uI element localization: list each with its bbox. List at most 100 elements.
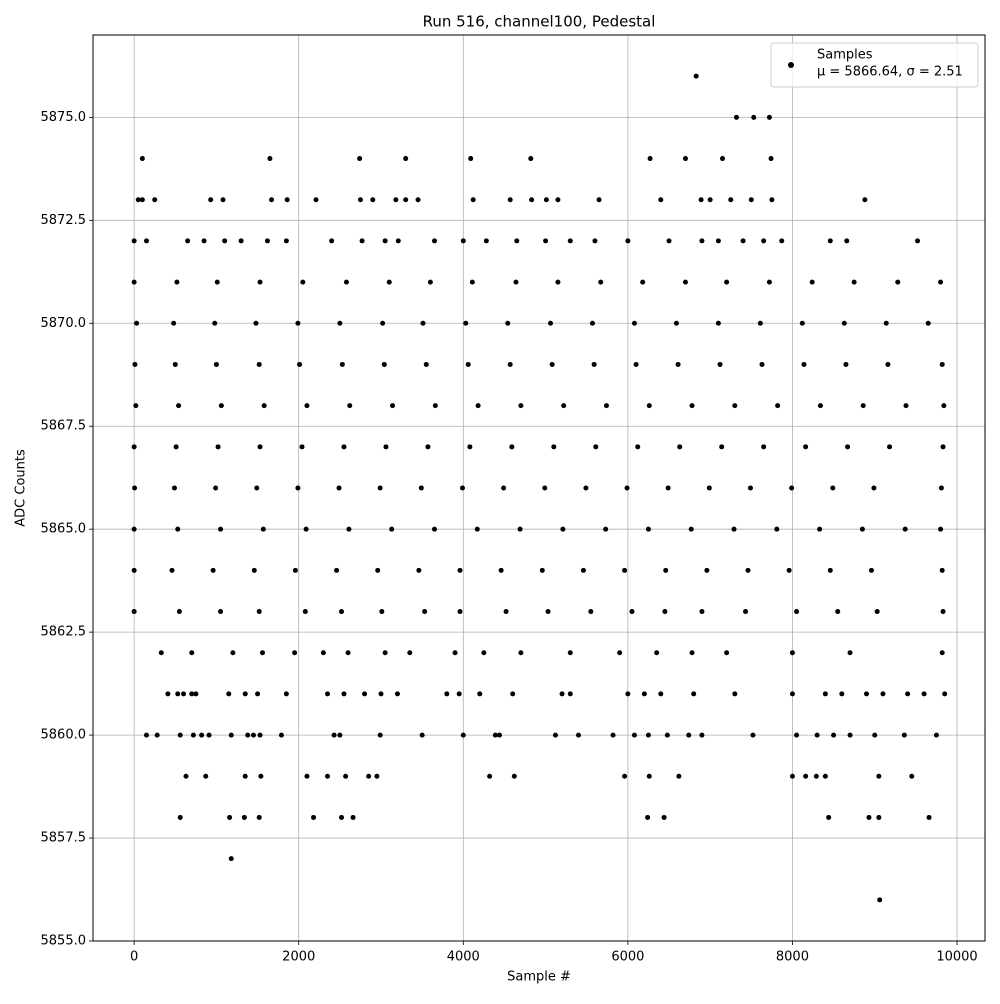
point bbox=[133, 403, 139, 409]
point bbox=[774, 526, 780, 532]
point bbox=[803, 773, 809, 779]
point bbox=[468, 156, 474, 162]
point bbox=[260, 526, 266, 532]
x-axis-label: Sample # bbox=[507, 970, 571, 985]
point bbox=[284, 197, 290, 203]
point bbox=[212, 320, 218, 326]
point bbox=[794, 609, 800, 615]
y-tick-label: 5862.5 bbox=[41, 625, 87, 640]
point bbox=[210, 567, 216, 573]
y-tick-label: 5865.0 bbox=[41, 522, 87, 537]
point bbox=[809, 279, 815, 285]
point bbox=[543, 238, 549, 244]
point bbox=[158, 650, 164, 656]
point bbox=[588, 609, 594, 615]
point bbox=[699, 732, 705, 738]
point bbox=[688, 526, 694, 532]
point bbox=[822, 691, 828, 697]
point bbox=[589, 320, 595, 326]
point bbox=[549, 361, 555, 367]
point bbox=[255, 691, 261, 697]
point bbox=[883, 320, 889, 326]
point bbox=[728, 197, 734, 203]
y-tick-label: 5870.0 bbox=[41, 316, 87, 331]
point bbox=[278, 732, 284, 738]
point bbox=[477, 691, 483, 697]
point bbox=[860, 403, 866, 409]
point bbox=[375, 567, 381, 573]
y-axis-label: ADC Counts bbox=[14, 449, 29, 527]
point bbox=[132, 485, 138, 491]
point bbox=[469, 279, 475, 285]
point bbox=[622, 567, 628, 573]
point bbox=[345, 650, 351, 656]
legend-label: Samples bbox=[817, 48, 873, 63]
point bbox=[941, 403, 947, 409]
point bbox=[362, 691, 368, 697]
point bbox=[257, 279, 263, 285]
point bbox=[193, 691, 199, 697]
point bbox=[173, 444, 179, 450]
point bbox=[603, 526, 609, 532]
point bbox=[925, 320, 931, 326]
point bbox=[131, 238, 137, 244]
point bbox=[134, 320, 140, 326]
point bbox=[341, 691, 347, 697]
point bbox=[748, 197, 754, 203]
point bbox=[561, 403, 567, 409]
point bbox=[258, 773, 264, 779]
point bbox=[813, 773, 819, 779]
point bbox=[403, 197, 409, 203]
point bbox=[257, 444, 263, 450]
point bbox=[325, 691, 331, 697]
point bbox=[766, 279, 772, 285]
point bbox=[514, 238, 520, 244]
point bbox=[218, 526, 224, 532]
y-tick-label: 5860.0 bbox=[41, 728, 87, 743]
point bbox=[377, 732, 383, 738]
point bbox=[283, 691, 289, 697]
point bbox=[529, 197, 535, 203]
point bbox=[238, 238, 244, 244]
point bbox=[750, 732, 756, 738]
point bbox=[715, 238, 721, 244]
point bbox=[131, 279, 137, 285]
legend-marker bbox=[788, 62, 794, 68]
point bbox=[664, 732, 670, 738]
point bbox=[548, 320, 554, 326]
point bbox=[320, 650, 326, 656]
point bbox=[297, 361, 303, 367]
point bbox=[218, 403, 224, 409]
point bbox=[779, 238, 785, 244]
point bbox=[542, 485, 548, 491]
point bbox=[190, 732, 196, 738]
point bbox=[938, 279, 944, 285]
point bbox=[835, 609, 841, 615]
point bbox=[260, 650, 266, 656]
point bbox=[555, 197, 561, 203]
point bbox=[794, 732, 800, 738]
point bbox=[189, 650, 195, 656]
point bbox=[939, 361, 945, 367]
point bbox=[631, 320, 637, 326]
point bbox=[555, 279, 561, 285]
point bbox=[902, 526, 908, 532]
point bbox=[460, 732, 466, 738]
point bbox=[341, 444, 347, 450]
point bbox=[390, 403, 396, 409]
point bbox=[304, 773, 310, 779]
point bbox=[339, 609, 345, 615]
point bbox=[814, 732, 820, 738]
point bbox=[817, 403, 823, 409]
point bbox=[139, 156, 145, 162]
point bbox=[331, 732, 337, 738]
point bbox=[715, 320, 721, 326]
point bbox=[645, 814, 651, 820]
point bbox=[789, 773, 795, 779]
point bbox=[691, 691, 697, 697]
point bbox=[507, 197, 513, 203]
point bbox=[757, 320, 763, 326]
point bbox=[213, 485, 219, 491]
point bbox=[176, 609, 182, 615]
point bbox=[872, 732, 878, 738]
